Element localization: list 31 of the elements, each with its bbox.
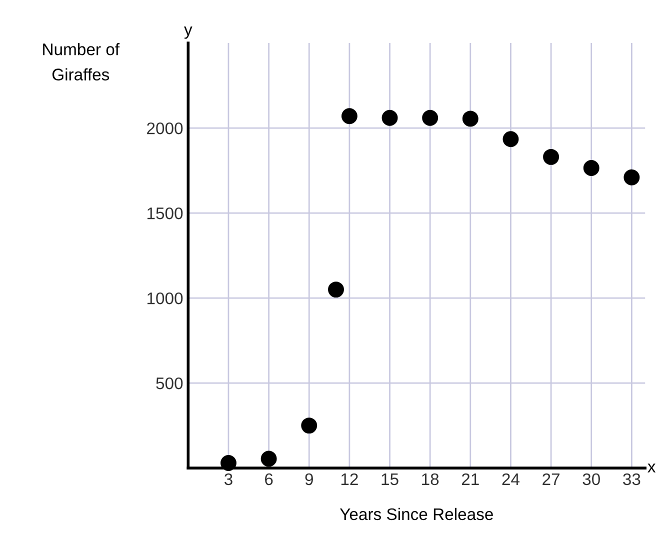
text: y: [184, 26, 192, 39]
x-tick-label: 27: [542, 473, 560, 485]
y-tick-label: 2000: [147, 122, 183, 134]
x-tick-label: 3: [224, 473, 232, 486]
point: [301, 418, 318, 434]
point: [502, 131, 519, 148]
point: [422, 110, 438, 126]
point: [260, 450, 277, 467]
x-axis-title: Years Since Release: [340, 508, 493, 520]
y-tick-label: 1000: [147, 292, 183, 304]
point: [341, 108, 358, 124]
x-tick-label: 9: [305, 473, 313, 486]
y-axis-title: Number of Giraffes: [43, 43, 120, 80]
y-tick-label: 500: [156, 377, 183, 390]
x-tick-label: 30: [582, 473, 600, 486]
point: [382, 110, 398, 126]
x-tick-label: 6: [265, 473, 273, 486]
text: x: [648, 464, 656, 472]
x-tick-label: 21: [462, 473, 479, 485]
point: [220, 454, 236, 471]
x-tick-label: 24: [502, 473, 520, 485]
x-tick-label: 18: [422, 473, 439, 486]
point: [624, 169, 640, 186]
y-tick-label: 1500: [147, 207, 183, 220]
x-tick-label: 12: [341, 473, 358, 485]
point: [543, 148, 560, 165]
x-tick-label: 15: [382, 474, 398, 486]
point: [462, 110, 478, 127]
point: [328, 282, 344, 298]
point: [583, 160, 600, 176]
x-tick-label: 33: [623, 473, 640, 486]
